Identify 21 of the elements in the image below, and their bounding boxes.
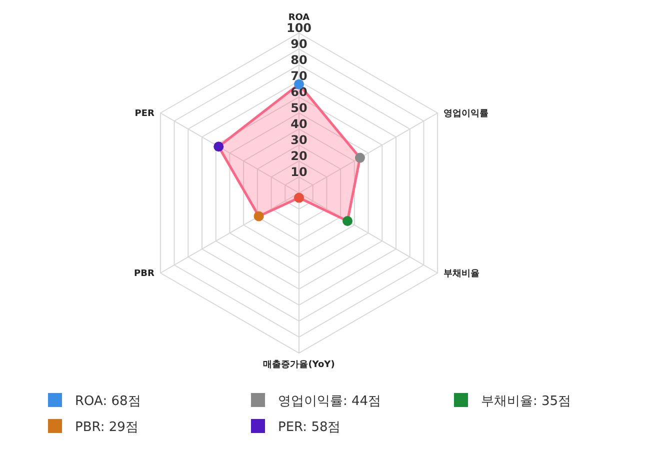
spoke-label: 매출증가율(YoY) [263, 359, 335, 370]
spoke-label: PER [134, 109, 154, 119]
y-tick-label: 10 [290, 165, 308, 179]
y-tick-label: 70 [290, 69, 308, 83]
spoke-label: 부채비율 [444, 269, 480, 279]
y-tick-label: 60 [290, 85, 308, 99]
spoke-label: PBR [134, 269, 154, 279]
y-tick-label: 30 [290, 133, 308, 147]
text: PER: 58점 [278, 420, 341, 435]
text: PBR: 29점 [75, 420, 138, 435]
y-tick-label: 50 [290, 101, 308, 115]
y-tick-label: 80 [290, 53, 308, 67]
spoke-label: ROA [288, 13, 310, 23]
text: 영업이익률: 44점 [278, 394, 382, 409]
y-tick-label: 40 [290, 117, 308, 131]
text: 부채비율: 35점 [481, 394, 572, 409]
y-tick-label: 100 [286, 21, 312, 35]
text: ROA: 68점 [75, 394, 141, 409]
y-tick-label: 20 [290, 149, 308, 163]
spoke-label: 영업이익률 [444, 109, 489, 119]
y-tick-label: 90 [290, 37, 308, 51]
